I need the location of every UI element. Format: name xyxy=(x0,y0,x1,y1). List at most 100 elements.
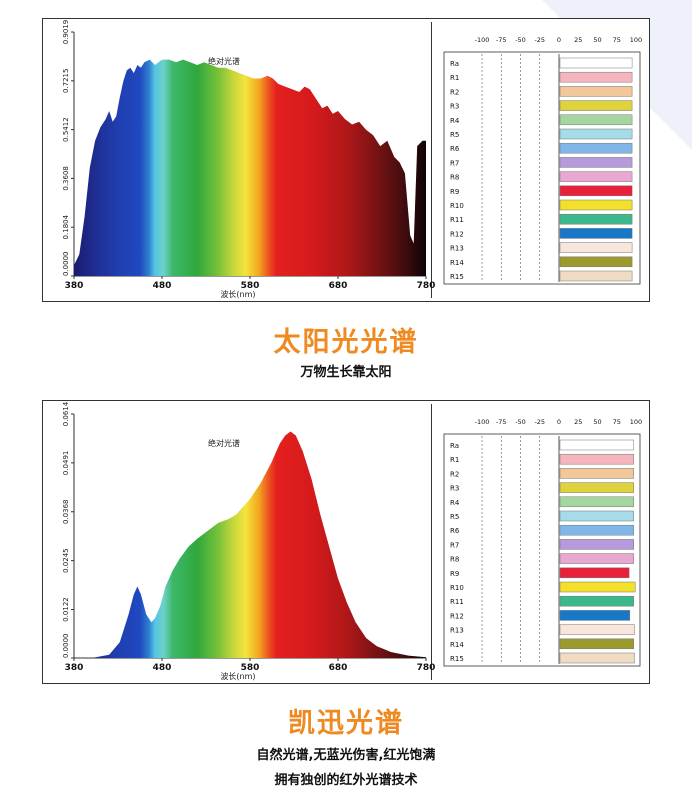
section2-line1: 自然光谱,无蓝光伤害,红光饱满 xyxy=(256,748,436,763)
ri-bar xyxy=(559,496,634,508)
ri-bar xyxy=(559,71,633,83)
ri-bar xyxy=(559,199,633,211)
x-tick-label: 380 xyxy=(65,663,84,673)
spectrum-chart: 0.0000 0.1804 0.3608 0.5412 0.7215 0.9019 380 4… xyxy=(46,20,435,299)
ri-bar xyxy=(559,482,634,493)
ri-bar xyxy=(559,142,633,154)
ri-bar xyxy=(559,228,633,239)
ri-row-label: R4 xyxy=(450,499,460,507)
x-tick-label: 680 xyxy=(329,663,348,673)
ri-axis-label: 100 xyxy=(630,418,642,426)
ri-bar xyxy=(559,553,634,564)
ri-axis-label: -100 xyxy=(475,36,490,44)
ri-axis-label: 25 xyxy=(574,36,582,44)
ri-row-label: R10 xyxy=(450,584,464,592)
ri-row-label: R5 xyxy=(450,131,459,139)
y-tick-label: 0.0122 xyxy=(62,597,70,622)
y-tick-label: 0.0368 xyxy=(62,500,70,525)
ri-axis-label: 75 xyxy=(613,36,621,44)
ri-bar xyxy=(559,128,633,140)
y-tick-label: 0.0000 xyxy=(62,634,70,659)
spectrum-area xyxy=(74,59,426,276)
ri-row-label: R8 xyxy=(450,556,459,564)
ri-bar xyxy=(559,86,633,97)
ri-bar xyxy=(559,114,633,126)
ri-row-label: R15 xyxy=(450,273,464,281)
ri-row-label: R10 xyxy=(450,202,464,210)
chart-title: 绝对光谱 xyxy=(208,56,240,66)
ri-row-label: R6 xyxy=(450,145,460,153)
ri-bar xyxy=(559,100,633,111)
spectrum-chart: 0.0000 0.0122 0.0245 0.0368 0.0491 0.0614 380 4… xyxy=(46,401,435,681)
color-rendering-chart-svg: -100 -75 -50 -25 0 25 50 75 100 Ra R1 R2 R3 R4 R5 R6 R7 R… xyxy=(443,418,642,667)
ri-bar xyxy=(559,213,633,225)
ri-bar xyxy=(559,539,634,550)
x-axis-label: 波长(nm) xyxy=(220,289,255,299)
ri-row-label: R7 xyxy=(450,159,459,167)
ri-bar xyxy=(559,185,633,197)
section1-caption: 太阳光光谱 万物生长靠太阳 xyxy=(0,320,692,380)
y-tick-label: 0.0491 xyxy=(62,451,70,476)
ri-row-label: R8 xyxy=(450,174,459,182)
x-tick-label: 780 xyxy=(417,663,436,673)
section2-caption: 凯迅光谱 自然光谱,无蓝光伤害,红光饱满 拥有独创的红外光谱技术 xyxy=(0,701,692,788)
x-tick-label: 680 xyxy=(329,281,348,291)
ri-row-label: R3 xyxy=(450,103,459,111)
ri-row-label: R15 xyxy=(450,655,464,663)
ri-axis-label: 50 xyxy=(593,36,601,44)
y-tick-label: 0.9019 xyxy=(62,20,70,45)
ri-row-label: R2 xyxy=(450,88,459,96)
ri-row-label: R2 xyxy=(450,470,459,478)
ri-row-label: R6 xyxy=(450,527,460,535)
ri-frame xyxy=(443,51,641,285)
ri-bar xyxy=(559,567,630,579)
ri-row-label: R12 xyxy=(450,612,464,620)
ri-row-label: R14 xyxy=(450,641,464,649)
ri-axis-label: -100 xyxy=(475,418,490,426)
y-tick-label: 0.0614 xyxy=(62,401,70,426)
ri-axis-label: -75 xyxy=(496,418,507,426)
ri-row-label: Ra xyxy=(450,442,459,450)
spectrum-chart-svg: 0.0000 0.0122 0.0245 0.0368 0.0491 0.0614 380 4… xyxy=(62,401,435,681)
x-tick-label: 780 xyxy=(417,281,436,291)
ri-row-label: R7 xyxy=(450,541,459,549)
spectrum-panel-kaixun: 0.0000 0.0122 0.0245 0.0368 0.0491 0.0614 380 4… xyxy=(42,400,650,684)
ri-axis-label: -50 xyxy=(515,418,526,426)
ri-bar xyxy=(559,57,633,69)
ri-bar xyxy=(559,439,634,451)
ri-axis-label: -50 xyxy=(515,36,526,44)
x-tick-label: 480 xyxy=(153,281,172,291)
color-rendering-chart: -100 -75 -50 -25 0 25 50 75 100 Ra R1 R2 R3 R4 R5 R6 R7 R… xyxy=(440,404,646,680)
ri-axis-label: -75 xyxy=(496,36,507,44)
ri-bar xyxy=(559,638,634,650)
section2-line2: 拥有独创的红外光谱技术 xyxy=(274,773,418,788)
y-tick-label: 0.1804 xyxy=(62,214,70,239)
y-tick-label: 0.0245 xyxy=(62,548,70,573)
ri-bar xyxy=(559,610,631,621)
ri-row-label: R11 xyxy=(450,216,464,224)
ri-row-label: R9 xyxy=(450,570,459,578)
ri-axis-label: 100 xyxy=(630,36,642,44)
y-tick-label: 0.7215 xyxy=(62,69,70,94)
section1-subtitle: 万物生长靠太阳 xyxy=(300,365,392,380)
ri-axis-label: 75 xyxy=(613,418,621,426)
ri-axis-label: 0 xyxy=(557,418,561,426)
ri-bar xyxy=(559,624,635,635)
ri-row-label: R14 xyxy=(450,259,464,267)
y-tick-label: 0.5412 xyxy=(62,117,70,142)
spectrum-area xyxy=(74,431,426,658)
ri-bar xyxy=(559,157,633,168)
ri-row-label: R1 xyxy=(450,74,459,82)
ri-row-label: R4 xyxy=(450,117,460,125)
ri-axis-label: -25 xyxy=(534,418,545,426)
ri-frame xyxy=(443,433,641,667)
ri-row-label: R5 xyxy=(450,513,459,521)
ri-bar xyxy=(559,595,634,607)
x-axis-label: 波长(nm) xyxy=(220,671,255,681)
section2-title: 凯迅光谱 xyxy=(288,708,404,739)
ri-axis-label: 50 xyxy=(593,418,601,426)
ri-bar xyxy=(559,652,635,664)
ri-bar xyxy=(559,510,634,522)
ri-bar xyxy=(559,270,633,282)
ri-row-label: R1 xyxy=(450,456,459,464)
